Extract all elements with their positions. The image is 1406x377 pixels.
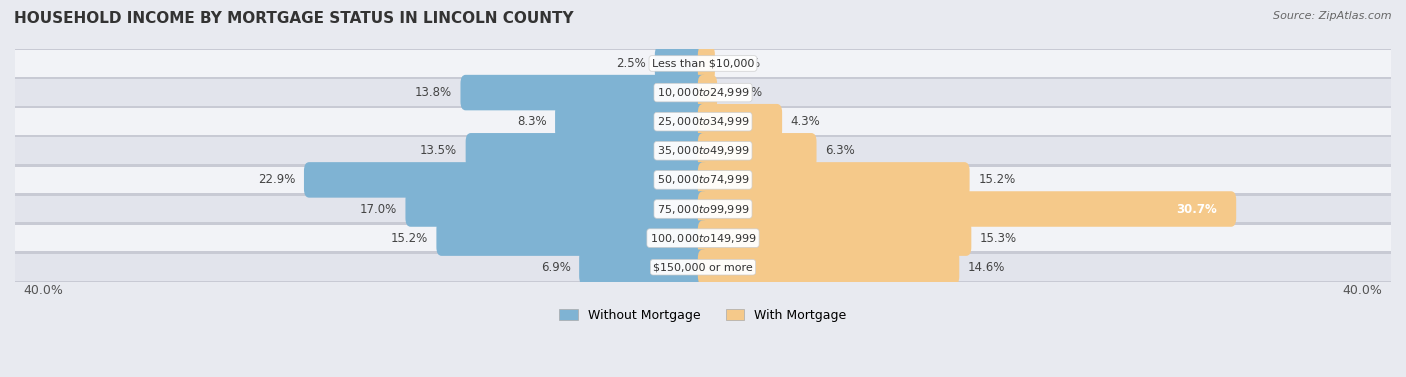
- FancyBboxPatch shape: [555, 104, 709, 139]
- Bar: [15, 196, 1391, 222]
- Bar: [15, 107, 1391, 136]
- FancyBboxPatch shape: [465, 133, 709, 169]
- Bar: [15, 78, 1391, 107]
- Text: $75,000 to $99,999: $75,000 to $99,999: [657, 202, 749, 216]
- Text: 6.9%: 6.9%: [541, 261, 571, 274]
- Bar: [15, 225, 1391, 251]
- Text: Less than $10,000: Less than $10,000: [652, 58, 754, 69]
- Bar: [15, 50, 1391, 77]
- Bar: [15, 167, 1391, 193]
- Text: $10,000 to $24,999: $10,000 to $24,999: [657, 86, 749, 99]
- Text: 13.8%: 13.8%: [415, 86, 451, 99]
- Text: Source: ZipAtlas.com: Source: ZipAtlas.com: [1274, 11, 1392, 21]
- Text: 15.2%: 15.2%: [391, 231, 427, 245]
- Text: 0.52%: 0.52%: [725, 86, 763, 99]
- Legend: Without Mortgage, With Mortgage: Without Mortgage, With Mortgage: [554, 304, 852, 327]
- Text: 17.0%: 17.0%: [360, 202, 396, 216]
- FancyBboxPatch shape: [697, 191, 1236, 227]
- Bar: [15, 195, 1391, 224]
- Text: 6.3%: 6.3%: [825, 144, 855, 157]
- FancyBboxPatch shape: [697, 104, 782, 139]
- FancyBboxPatch shape: [405, 191, 709, 227]
- FancyBboxPatch shape: [697, 250, 959, 285]
- Text: 14.6%: 14.6%: [967, 261, 1005, 274]
- Text: $150,000 or more: $150,000 or more: [654, 262, 752, 272]
- Text: 30.7%: 30.7%: [1177, 202, 1218, 216]
- Bar: [15, 136, 1391, 166]
- FancyBboxPatch shape: [697, 162, 970, 198]
- Text: $25,000 to $34,999: $25,000 to $34,999: [657, 115, 749, 128]
- Text: 4.3%: 4.3%: [790, 115, 821, 128]
- FancyBboxPatch shape: [697, 75, 717, 110]
- FancyBboxPatch shape: [697, 133, 817, 169]
- Text: $100,000 to $149,999: $100,000 to $149,999: [650, 231, 756, 245]
- Bar: [15, 254, 1391, 280]
- Bar: [15, 49, 1391, 78]
- Bar: [15, 166, 1391, 195]
- FancyBboxPatch shape: [697, 220, 972, 256]
- Text: 40.0%: 40.0%: [1343, 284, 1382, 297]
- Text: 13.5%: 13.5%: [420, 144, 457, 157]
- Bar: [15, 253, 1391, 282]
- Bar: [15, 224, 1391, 253]
- FancyBboxPatch shape: [436, 220, 709, 256]
- Text: 40.0%: 40.0%: [24, 284, 63, 297]
- Text: 2.5%: 2.5%: [616, 57, 647, 70]
- FancyBboxPatch shape: [697, 46, 714, 81]
- FancyBboxPatch shape: [461, 75, 709, 110]
- Bar: [15, 108, 1391, 135]
- FancyBboxPatch shape: [304, 162, 709, 198]
- Bar: [15, 79, 1391, 106]
- Text: 8.3%: 8.3%: [517, 115, 547, 128]
- Text: 22.9%: 22.9%: [257, 173, 295, 186]
- Bar: [15, 137, 1391, 164]
- Text: 0.39%: 0.39%: [724, 57, 761, 70]
- Text: 15.2%: 15.2%: [979, 173, 1015, 186]
- Text: HOUSEHOLD INCOME BY MORTGAGE STATUS IN LINCOLN COUNTY: HOUSEHOLD INCOME BY MORTGAGE STATUS IN L…: [14, 11, 574, 26]
- FancyBboxPatch shape: [655, 46, 709, 81]
- FancyBboxPatch shape: [579, 250, 709, 285]
- Text: $35,000 to $49,999: $35,000 to $49,999: [657, 144, 749, 157]
- Text: 15.3%: 15.3%: [980, 231, 1017, 245]
- Text: $50,000 to $74,999: $50,000 to $74,999: [657, 173, 749, 186]
